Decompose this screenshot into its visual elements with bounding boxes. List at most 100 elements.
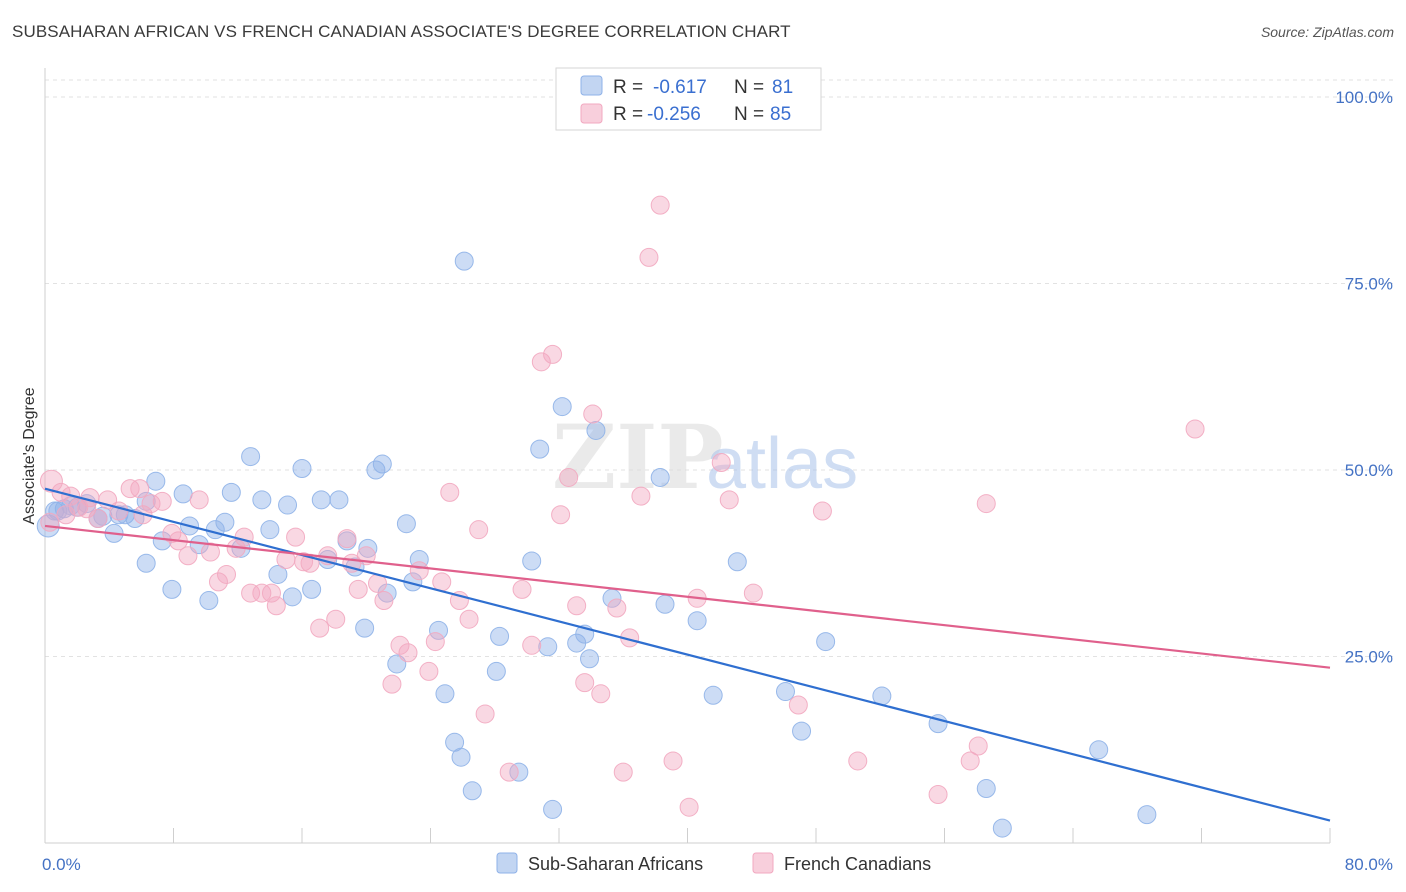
french-canadian-point xyxy=(337,529,357,549)
subsaharan-point xyxy=(61,496,81,516)
gridlines xyxy=(45,79,1393,657)
subsaharan-point xyxy=(355,618,375,638)
subsaharan-point xyxy=(462,781,482,801)
french-canadian-point xyxy=(531,352,551,372)
subsaharan-point xyxy=(543,799,563,819)
french-canadian-point xyxy=(968,736,988,756)
french-canadian-point xyxy=(208,572,228,592)
watermark-zip: ZIP xyxy=(552,405,724,509)
subsaharan-point xyxy=(282,587,302,607)
french-canadian-point xyxy=(475,704,495,724)
y-tick-label-50: 50.0% xyxy=(1345,461,1393,480)
subsaharan-point xyxy=(703,685,723,705)
subsaharan-point xyxy=(221,482,241,502)
french-canadian-point xyxy=(141,494,161,514)
french-canadian-point xyxy=(631,486,651,506)
subsaharan-point xyxy=(1089,740,1109,760)
x-tick-label-max: 80.0% xyxy=(1345,855,1393,874)
subsaharan-point xyxy=(530,439,550,459)
legend-n-value-french-canadian: 85 xyxy=(770,104,791,125)
subsaharan-point xyxy=(650,467,670,487)
french-canadian-point xyxy=(162,523,182,543)
legend-r-value-subsaharan: -0.617 xyxy=(653,77,707,98)
subsaharan-point xyxy=(302,579,322,599)
subsaharan-point xyxy=(372,454,392,474)
subsaharan-point xyxy=(268,564,288,584)
subsaharan-point xyxy=(311,490,331,510)
subsaharan-point xyxy=(580,649,600,669)
french-canadian-point xyxy=(639,247,659,267)
french-canadian-point xyxy=(499,762,519,782)
subsaharan-point xyxy=(727,552,747,572)
series-legend-label-french-canadian: French Canadians xyxy=(784,854,931,874)
series-legend-swatch-french-canadian xyxy=(752,852,774,874)
french-canadian-point xyxy=(286,527,306,547)
y-tick-label-25: 25.0% xyxy=(1345,648,1393,667)
french-canadian-point xyxy=(440,482,460,502)
subsaharan-point xyxy=(329,490,349,510)
french-canadian-point xyxy=(711,453,731,473)
french-canadian-point xyxy=(310,618,330,638)
subsaharan-point xyxy=(409,550,429,570)
french-canadian-point xyxy=(719,490,739,510)
french-canadian-point xyxy=(120,479,140,499)
french-canadian-point xyxy=(1185,419,1205,439)
subsaharan-point xyxy=(278,495,298,515)
subsaharan-point xyxy=(509,762,529,782)
subsaharan-point xyxy=(655,594,675,614)
y-axis-label: Associate's Degree xyxy=(21,387,38,524)
legend-swatch-subsaharan xyxy=(580,75,603,96)
subsaharan-point xyxy=(775,682,795,702)
french-canadian-point xyxy=(812,501,832,521)
x-tick-label-min: 0.0% xyxy=(42,855,81,874)
french-canadian-point xyxy=(591,684,611,704)
french-canadian-point xyxy=(234,527,254,547)
legend-r-value-french-canadian: -0.256 xyxy=(647,104,701,125)
french-canadian-point xyxy=(512,579,532,599)
french-canadian-point xyxy=(217,564,237,584)
subsaharan-point xyxy=(687,611,707,631)
chart-title: SUBSAHARAN AFRICAN VS FRENCH CANADIAN AS… xyxy=(12,22,791,41)
subsaharan-point xyxy=(146,471,166,491)
series-legend: Sub-Saharan Africans French Canadians xyxy=(496,852,931,874)
french-canadian-point xyxy=(425,632,445,652)
french-canadian-point xyxy=(88,508,108,528)
french-canadian-point xyxy=(567,596,587,616)
trend-lines xyxy=(44,487,1331,822)
legend-n-label-subsaharan: N = xyxy=(734,77,764,98)
french-canadian-point xyxy=(39,469,63,493)
french-canadian-point xyxy=(109,501,129,521)
subsaharan-point xyxy=(358,538,378,558)
french-canadian-point xyxy=(679,797,699,817)
y-tick-labels: 25.0% 50.0% 75.0% 100.0% xyxy=(1335,88,1393,667)
french-canadian-point xyxy=(241,583,261,603)
subsaharan-point xyxy=(396,514,416,534)
french-canadian-point xyxy=(848,751,868,771)
french-canadian-point xyxy=(348,579,368,599)
french-canadian-point xyxy=(261,583,281,603)
subsaharan-point xyxy=(252,490,272,510)
french-canadian-point xyxy=(374,591,394,611)
subsaharan-point xyxy=(522,551,542,571)
data-points xyxy=(36,195,1205,838)
subsaharan-point xyxy=(538,637,558,657)
french-canadian-point xyxy=(551,505,571,525)
french-canadian-point xyxy=(559,467,579,487)
subsaharan-point xyxy=(199,591,219,611)
y-tick-label-100: 100.0% xyxy=(1335,88,1393,107)
subsaharan-point xyxy=(792,721,812,741)
subsaharan-point xyxy=(173,484,193,504)
french-canadian-point xyxy=(928,785,948,805)
legend-swatch-french-canadian xyxy=(580,103,603,124)
french-canadian-point xyxy=(650,195,670,215)
subsaharan-point xyxy=(490,626,510,646)
french-canadian-point xyxy=(56,505,76,525)
french-canadian-point xyxy=(459,609,479,629)
french-canadian-point xyxy=(613,762,633,782)
legend-r-label-subsaharan: R = xyxy=(613,77,643,98)
subsaharan-point xyxy=(241,447,261,467)
subsaharan-point xyxy=(162,579,182,599)
subsaharan-point xyxy=(816,632,836,652)
french-canadian-point xyxy=(409,561,429,581)
